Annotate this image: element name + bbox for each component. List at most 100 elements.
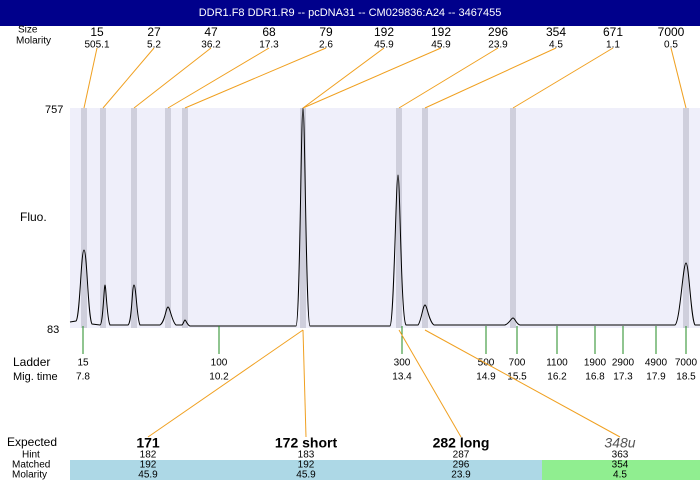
peak-band [300,108,306,328]
peak-band [422,108,428,328]
title: DDR1.F8 DDR1.R9 -- pcDNA31 -- CM029836:A… [199,7,502,19]
ladder-time: 14.9 [476,372,496,383]
peak-band [396,108,402,328]
hint: 182 [140,450,157,461]
molarity: 4.5 [613,470,627,480]
peak-link [424,47,557,109]
peak-link [302,47,385,109]
matched: 354 [612,460,629,471]
hint: 363 [612,450,629,461]
hint: 287 [453,450,470,461]
ladder-size: 100 [211,358,228,369]
peak-size: 7000 [658,25,685,39]
ladder-size: 300 [394,358,411,369]
peak-band [165,108,171,328]
y-axis-title: Fluo. [20,210,47,224]
matched-band-extra [542,460,700,480]
peak-molarity: 36.2 [201,40,221,51]
molarity: 45.9 [296,470,316,480]
result-link [147,329,304,438]
matched-label: Matched [12,460,50,471]
peak-molarity: 45.9 [374,40,394,51]
peak-band [182,108,188,328]
peak-size: 354 [546,25,566,39]
ladder-time: 15.5 [507,372,527,383]
ladder-size: 1900 [584,358,607,369]
ladder-size: 4900 [645,358,668,369]
result-link [302,329,307,438]
peak-size: 671 [603,25,623,39]
peak-molarity: 17.3 [259,40,279,51]
peak-size: 192 [431,25,451,39]
expected: 172 short [275,435,338,451]
peak-size: 15 [90,25,104,39]
peak-molarity: 4.5 [549,40,563,51]
matched: 192 [140,460,157,471]
ladder-time: 18.5 [676,372,696,383]
title-bar [0,0,700,26]
hint-label: Hint [22,450,40,461]
trace [69,107,700,327]
matched: 192 [298,460,315,471]
expected-label: Expected [7,435,57,449]
result-link [424,329,621,438]
peak-molarity: 505.1 [84,40,109,51]
peak-band [100,108,106,328]
peak-link [398,47,499,109]
ladder-label: Ladder [13,355,50,369]
ladder-size: 1100 [546,358,568,369]
ladder-time: 16.2 [547,372,567,383]
peak-link [302,47,442,109]
result-link [398,329,462,438]
peak-link [167,47,270,109]
expected: 348u [604,435,635,451]
peak-size: 27 [147,25,161,39]
peak-link [133,47,212,109]
peak-molarity: 2.6 [319,40,333,51]
ladder-size: 15 [77,358,89,369]
ladder-size: 700 [509,358,526,369]
peak-link [670,47,687,109]
matched-band [70,460,542,480]
peak-band [683,108,689,328]
peak-size: 68 [262,25,276,39]
peak-size: 79 [319,25,333,39]
y-top-label: 757 [45,104,63,116]
y-bottom-label: 83 [47,324,59,336]
ladder-time: 17.3 [613,372,633,383]
peak-band [510,108,516,328]
molarity-row-label: Molarity [12,470,47,480]
peak-link [184,47,327,109]
hint: 183 [298,450,315,461]
peak-molarity: 5.2 [147,40,161,51]
peak-molarity: 1.1 [606,40,620,51]
ladder-time: 10.2 [209,372,229,383]
peak-size: 47 [204,25,218,39]
peak-link [102,47,155,109]
ladder-time: 16.8 [585,372,605,383]
peak-molarity: 45.9 [431,40,451,51]
plot-area [70,108,700,328]
peak-molarity: 23.9 [488,40,508,51]
molarity-label: Molarity [16,36,51,47]
peak-link [512,47,614,109]
peak-link [83,47,98,109]
peak-size: 296 [488,25,508,39]
ladder-time: 13.4 [392,372,412,383]
peak-size: 192 [374,25,394,39]
ladder-time: 7.8 [76,372,90,383]
expected: 282 long [433,435,490,451]
peak-band [131,108,137,328]
size-label: Size [18,25,38,36]
ladder-time: 17.9 [646,372,666,383]
peak-molarity: 0.5 [664,40,678,51]
peak-band [81,108,87,328]
matched: 296 [453,460,470,471]
expected: 171 [136,435,160,451]
mig-time-label: Mig. time [13,371,58,383]
ladder-size: 7000 [675,358,698,369]
molarity: 23.9 [451,470,471,480]
molarity: 45.9 [138,470,158,480]
ladder-size: 2900 [612,358,635,369]
